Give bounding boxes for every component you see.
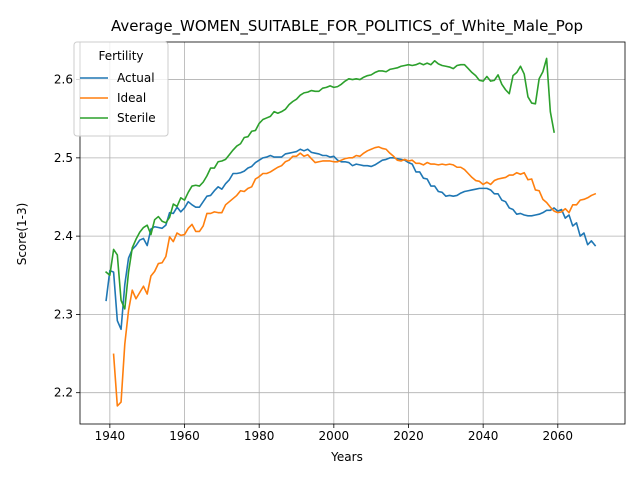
series-line-sterile: [105, 57, 556, 310]
y-tick-label: 2.5: [54, 151, 73, 165]
legend-label-sterile: Sterile: [117, 111, 156, 125]
x-tick-label: 1980: [244, 429, 275, 443]
series-line-actual: [105, 148, 597, 331]
x-tick-label: 1960: [169, 429, 200, 443]
y-tick-label: 2.4: [54, 229, 73, 243]
legend-box: [73, 41, 169, 137]
series-group: [105, 57, 597, 407]
legend-label-ideal: Ideal: [117, 91, 146, 105]
x-axis: 1940 1960 1980 2000 2020 2040 2060: [95, 424, 573, 443]
y-tick-label: 2.3: [54, 307, 73, 321]
y-axis: 2.2 2.3 2.4 2.5 2.6: [54, 73, 80, 400]
legend: Fertility Actual Ideal Sterile: [73, 41, 169, 137]
legend-label-actual: Actual: [117, 71, 155, 85]
x-tick-label: 2020: [393, 429, 424, 443]
legend-items: Actual Ideal Sterile: [80, 71, 156, 125]
axes-frame: [79, 41, 626, 425]
series-line-ideal: [112, 146, 597, 407]
x-tick-label: 1940: [95, 429, 126, 443]
x-axis-label: Years: [330, 450, 363, 464]
y-tick-label: 2.2: [54, 386, 73, 400]
chart-title: Average_WOMEN_SUITABLE_FOR_POLITICS_of_W…: [111, 17, 583, 36]
y-tick-label: 2.6: [54, 73, 73, 87]
x-tick-label: 2040: [468, 429, 499, 443]
x-tick-label: 2060: [543, 429, 574, 443]
x-tick-label: 2000: [319, 429, 350, 443]
legend-title: Fertility: [98, 49, 143, 63]
y-axis-label: Score(1-3): [15, 203, 29, 266]
